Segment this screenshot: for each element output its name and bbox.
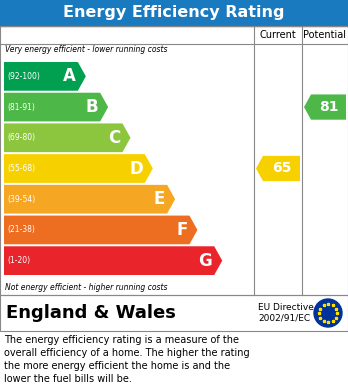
Text: EU Directive: EU Directive [258, 303, 314, 312]
Text: (21-38): (21-38) [7, 226, 35, 235]
Text: (81-91): (81-91) [7, 102, 35, 111]
Bar [0, 26, 348, 295]
Text: the more energy efficient the home is and the: the more energy efficient the home is an… [4, 361, 230, 371]
Text: 81: 81 [319, 100, 338, 114]
Bar [0, 295, 348, 331]
Text: overall efficiency of a home. The higher the rating: overall efficiency of a home. The higher… [4, 348, 250, 358]
Text: Energy Efficiency Rating: Energy Efficiency Rating [63, 5, 285, 20]
Polygon shape [4, 246, 222, 275]
Polygon shape [4, 124, 130, 152]
Text: (69-80): (69-80) [7, 133, 35, 142]
Text: (39-54): (39-54) [7, 195, 35, 204]
Text: Current: Current [260, 30, 296, 40]
Text: The energy efficiency rating is a measure of the: The energy efficiency rating is a measur… [4, 335, 239, 345]
Text: Not energy efficient - higher running costs: Not energy efficient - higher running co… [5, 283, 167, 292]
Text: D: D [129, 160, 143, 178]
Text: (1-20): (1-20) [7, 256, 30, 265]
Polygon shape [4, 154, 153, 183]
Text: lower the fuel bills will be.: lower the fuel bills will be. [4, 374, 132, 384]
Text: (55-68): (55-68) [7, 164, 35, 173]
Polygon shape [4, 215, 197, 244]
Bar [0, 0, 348, 26]
Text: 2002/91/EC: 2002/91/EC [258, 314, 310, 323]
Text: B: B [86, 98, 98, 116]
Text: G: G [198, 252, 212, 270]
Text: (92-100): (92-100) [7, 72, 40, 81]
Circle shape [314, 299, 342, 327]
Text: Potential: Potential [303, 30, 347, 40]
Text: England & Wales: England & Wales [6, 304, 176, 322]
Text: A: A [63, 67, 76, 85]
Text: E: E [154, 190, 165, 208]
Polygon shape [4, 93, 108, 122]
Text: C: C [108, 129, 120, 147]
Polygon shape [304, 95, 346, 120]
Text: F: F [176, 221, 188, 239]
Text: Very energy efficient - lower running costs: Very energy efficient - lower running co… [5, 45, 167, 54]
Polygon shape [256, 156, 300, 181]
Polygon shape [4, 185, 175, 213]
Text: 65: 65 [272, 161, 291, 176]
Polygon shape [4, 62, 86, 91]
